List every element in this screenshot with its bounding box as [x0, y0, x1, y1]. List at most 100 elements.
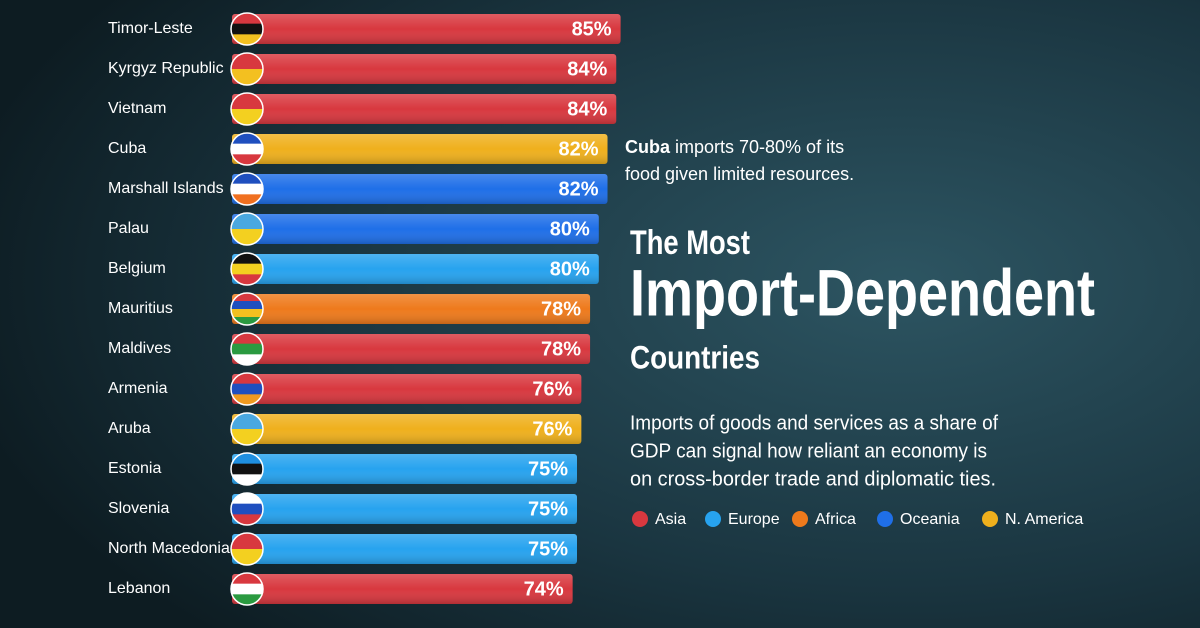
title-bottom: Countries: [630, 339, 760, 375]
legend: Asia Europe Africa Oceania N. America: [632, 511, 1083, 528]
bars: Timor-Leste 85% Kyrgyz Republic 84% Vietnam 8…: [108, 12, 621, 606]
legend-marker: [877, 511, 893, 527]
bar-shine: [232, 494, 577, 524]
flag: [230, 452, 264, 486]
flag: [230, 372, 264, 406]
flag-stripe: [231, 413, 263, 430]
flag-stripe: [231, 549, 263, 565]
flag-stripe: [231, 34, 263, 45]
bar-shine: [232, 94, 617, 124]
flag: [230, 492, 264, 526]
value-label: 80%: [550, 218, 590, 240]
flag-border: [230, 492, 264, 526]
value-label: 74%: [524, 578, 564, 600]
flag-border: [230, 212, 264, 246]
flag-stripe: [231, 274, 263, 285]
flag-border: [230, 52, 264, 86]
flag-stripe: [231, 229, 263, 245]
flag-stripe: [231, 317, 263, 325]
flag-border: [230, 372, 264, 406]
bar-shine: [232, 54, 617, 84]
bar-shine: [232, 534, 577, 564]
bar-shine: [232, 134, 608, 164]
title-top: The Most: [630, 224, 750, 262]
legend-label: Europe: [728, 511, 780, 528]
legend-marker: [792, 511, 808, 527]
flag-border: [230, 132, 264, 166]
legend-label: Asia: [655, 511, 686, 528]
subtitle-line: on cross-border trade and diplomatic tie…: [630, 468, 996, 490]
bar-shine: [232, 214, 599, 244]
flag-stripe: [231, 309, 263, 318]
flag: [230, 172, 264, 206]
flag-stripe: [231, 23, 263, 35]
flag: [230, 532, 264, 566]
flag-stripe: [231, 474, 263, 485]
flag: [230, 92, 264, 126]
bar-shine: [232, 374, 582, 404]
flag-stripe: [231, 53, 263, 70]
flag: [230, 252, 264, 286]
flag-border: [230, 412, 264, 446]
flag-border: [230, 532, 264, 566]
legend-marker: [632, 511, 648, 527]
bar-shine: [232, 574, 573, 604]
flag: [230, 12, 264, 46]
flag-stripe: [231, 343, 263, 355]
flag-stripe: [231, 173, 263, 185]
value-label: 84%: [567, 98, 607, 120]
bar-shine: [232, 294, 591, 324]
bar-shine: [232, 334, 591, 364]
flag-stripe: [231, 573, 263, 585]
country-label: Mauritius: [108, 300, 173, 317]
value-label: 85%: [572, 18, 612, 40]
flag-stripe: [231, 183, 263, 195]
country-label: Kyrgyz Republic: [108, 60, 224, 77]
flag-stripe: [231, 253, 263, 265]
flag-border: [230, 12, 264, 46]
annotation-subject: Cuba: [625, 137, 671, 157]
flag-border: [230, 572, 264, 606]
bar-shine: [232, 254, 599, 284]
flag-stripe: [231, 394, 263, 405]
flag-stripe: [231, 13, 263, 25]
value-label: 76%: [532, 418, 572, 440]
flag-border: [230, 172, 264, 206]
flag-stripe: [231, 594, 263, 605]
flag-stripe: [231, 69, 263, 85]
flag-stripe: [231, 194, 263, 205]
flag-stripe: [231, 503, 263, 515]
country-label: Armenia: [108, 380, 168, 397]
flag-border: [230, 92, 264, 126]
flag: [230, 332, 264, 366]
flag-stripe: [231, 213, 263, 230]
flag: [230, 412, 264, 446]
country-label: North Macedonia: [108, 540, 230, 557]
flag-stripe: [231, 533, 263, 550]
country-label: Aruba: [108, 420, 151, 437]
legend-marker: [705, 511, 721, 527]
flag-stripe: [231, 143, 263, 155]
country-label: Marshall Islands: [108, 180, 224, 197]
country-label: Timor-Leste: [108, 20, 193, 37]
value-label: 76%: [532, 378, 572, 400]
bar-shine: [232, 414, 582, 444]
flag-stripe: [231, 429, 263, 445]
value-label: 82%: [558, 138, 598, 160]
flag-border: [230, 292, 264, 326]
country-label: Belgium: [108, 260, 166, 277]
flag-stripe: [231, 354, 263, 365]
flag-stripe: [231, 493, 263, 505]
flag-stripe: [231, 263, 263, 275]
legend-label: Africa: [815, 511, 856, 528]
flag-stripe: [231, 463, 263, 475]
flag: [230, 132, 264, 166]
flag-stripe: [231, 453, 263, 465]
flag-stripe: [231, 583, 263, 595]
flag-stripe: [231, 293, 263, 302]
value-label: 75%: [528, 538, 568, 560]
subtitle-line: GDP can signal how reliant an economy is: [630, 440, 987, 462]
flag: [230, 572, 264, 606]
flag-stripe: [231, 383, 263, 395]
